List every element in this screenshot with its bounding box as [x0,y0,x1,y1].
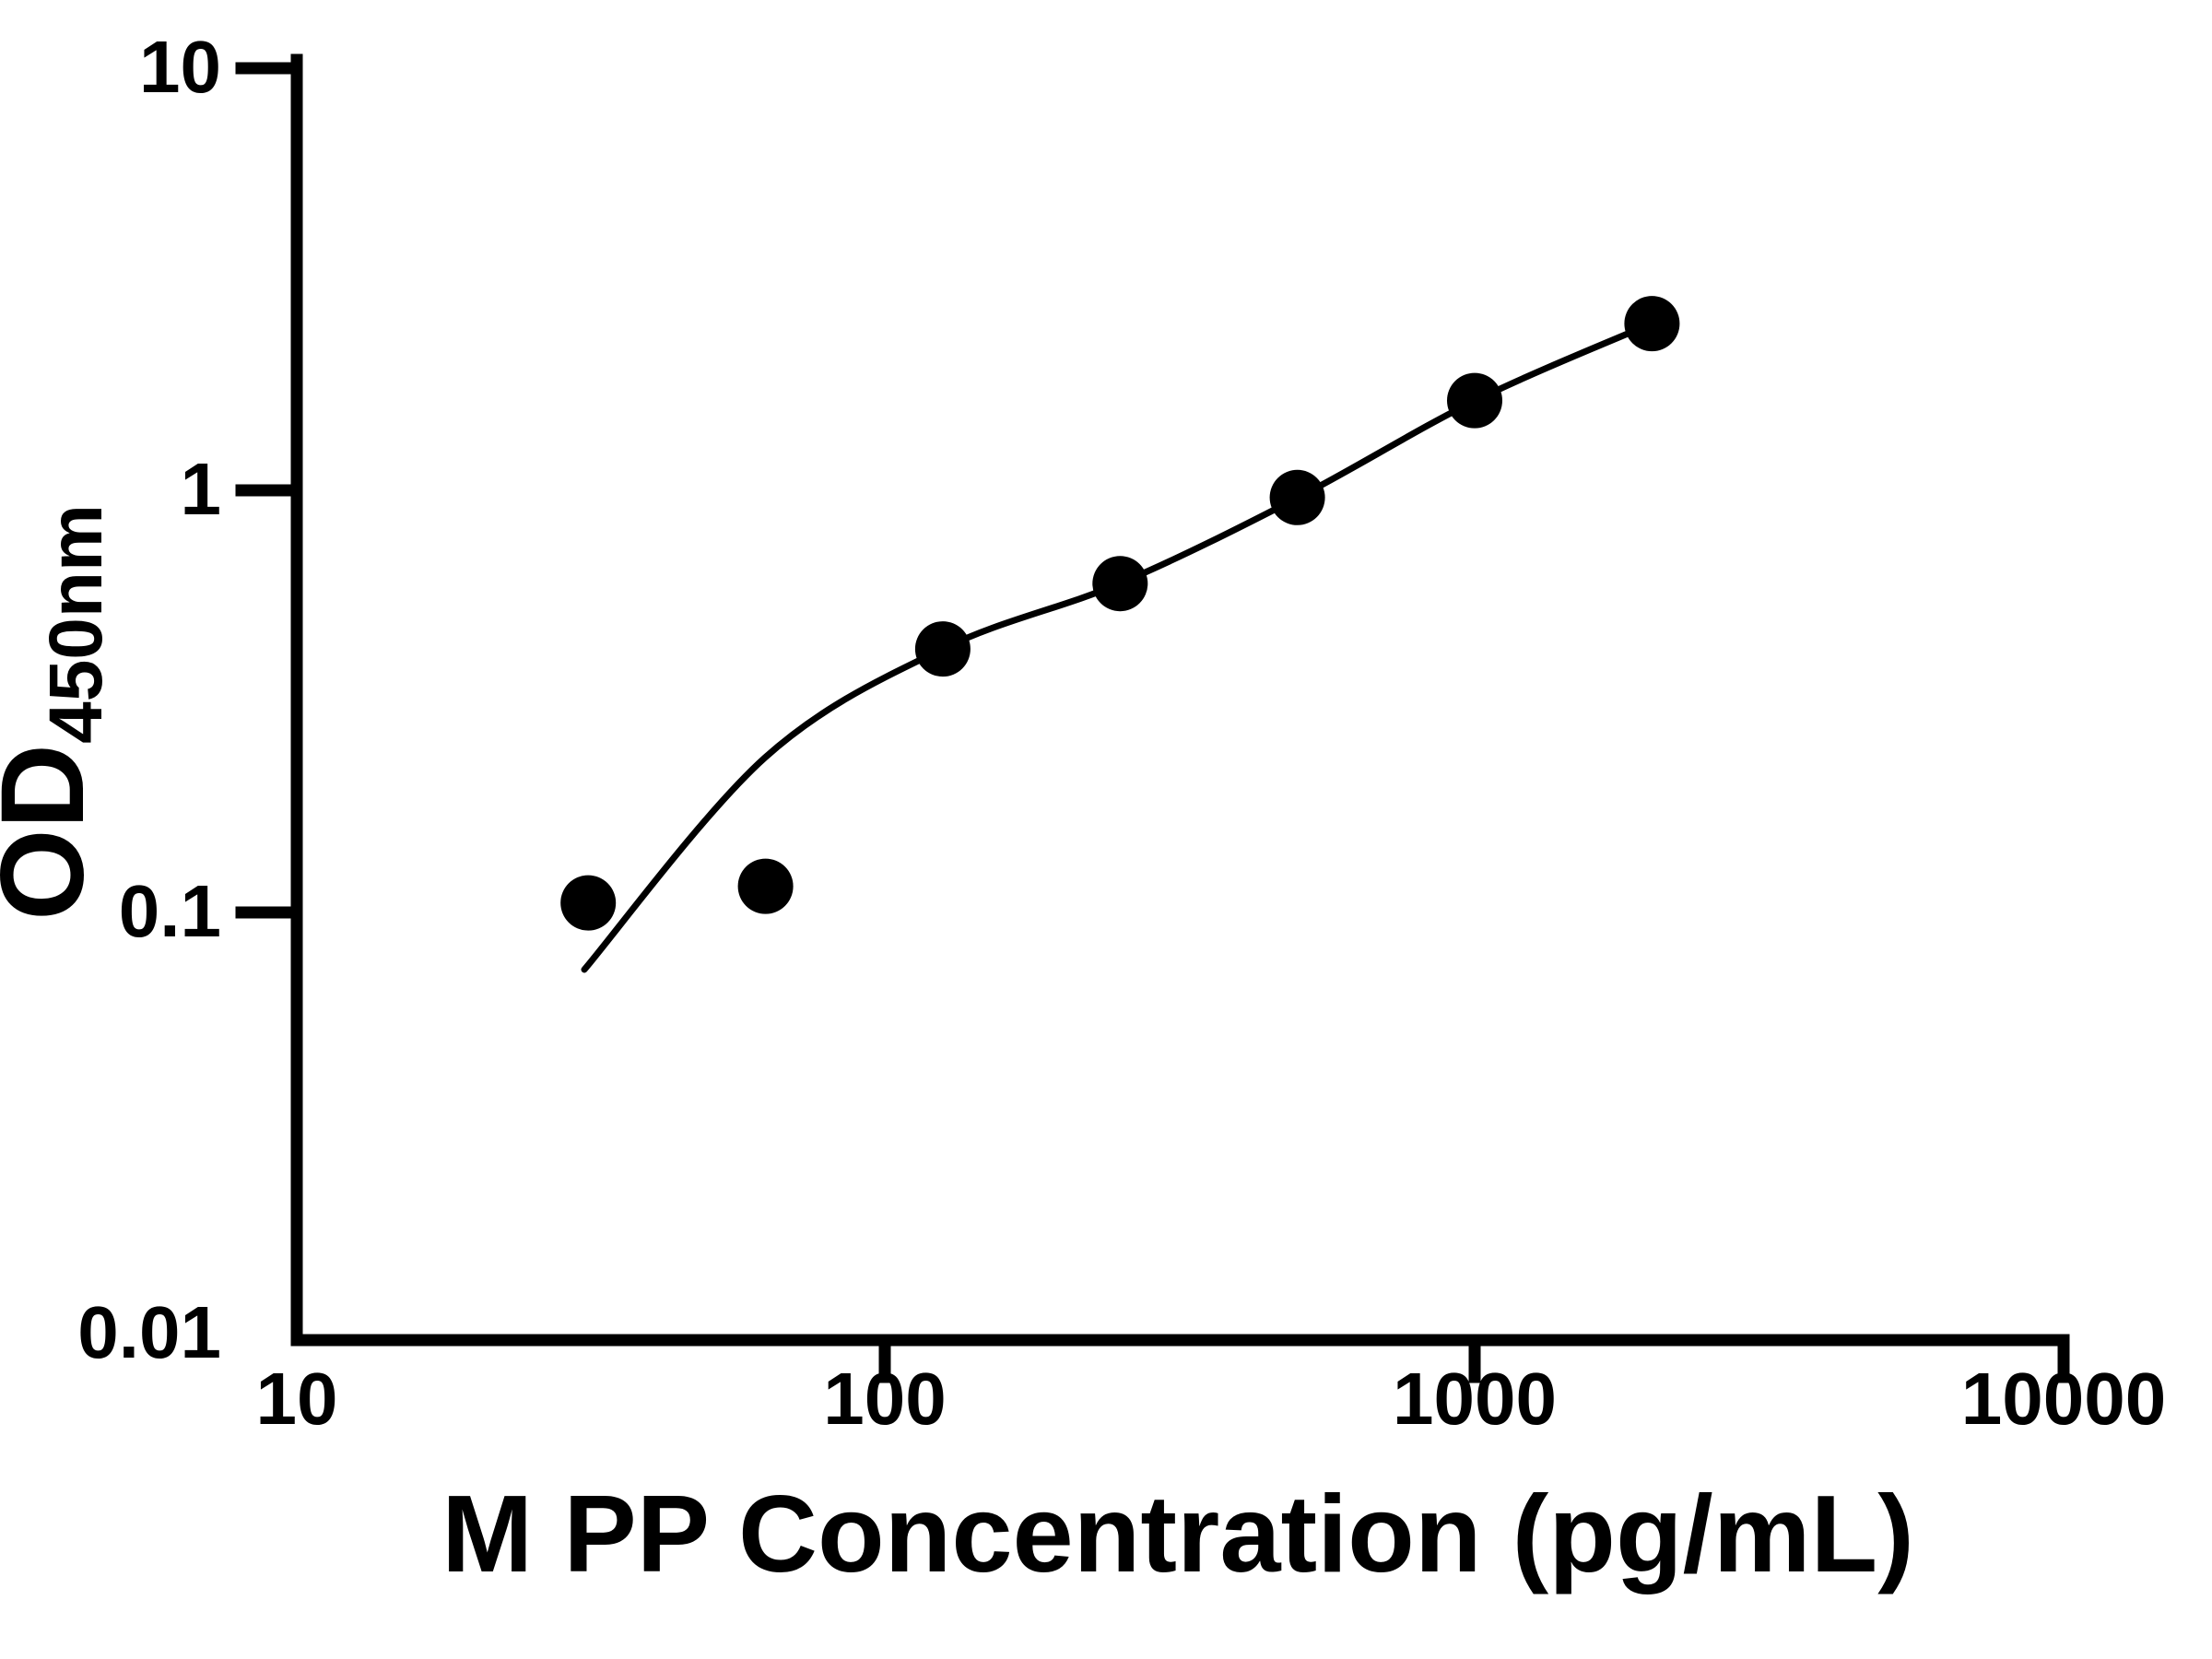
svg-text:10: 10 [139,26,221,108]
svg-text:100: 100 [823,1358,946,1440]
svg-text:M PP Concentration (pg/mL): M PP Concentration (pg/mL) [441,1473,1914,1595]
svg-text:10: 10 [256,1358,338,1440]
svg-text:0.01: 0.01 [77,1291,221,1373]
svg-text:10000: 10000 [1961,1358,2166,1440]
svg-text:1: 1 [181,448,222,530]
svg-text:0.1: 0.1 [119,870,221,952]
svg-text:1000: 1000 [1393,1358,1557,1440]
